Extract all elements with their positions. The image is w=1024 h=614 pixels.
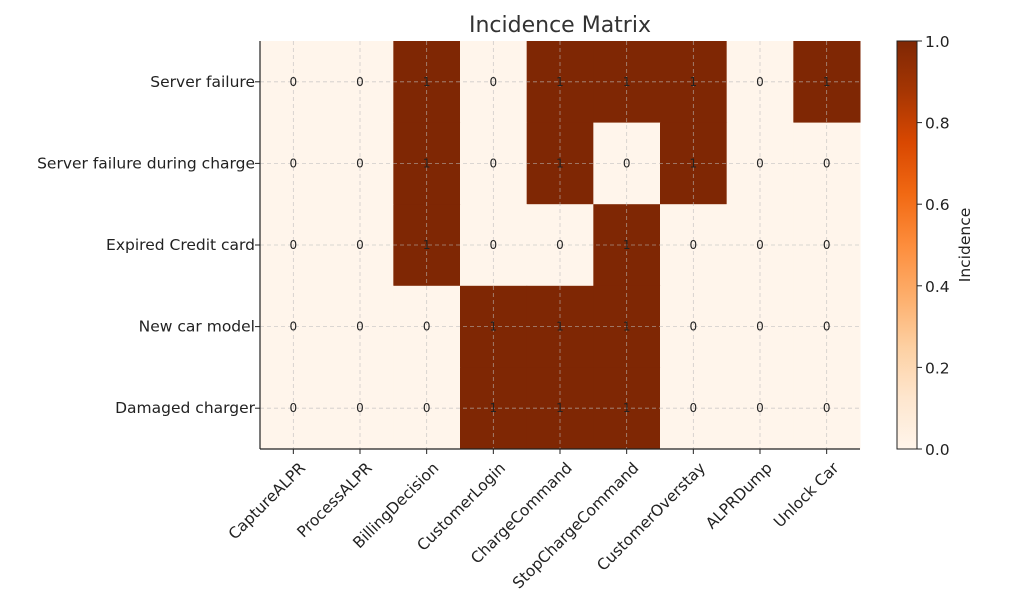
colorbar-gradient xyxy=(896,40,918,450)
colorbar: 0.0 0.2 0.4 0.6 0.8 1.0 Incidence xyxy=(896,33,974,459)
x-tick-label: ALPRDump xyxy=(702,459,776,533)
heatmap-cell xyxy=(260,285,328,368)
cell-value-label: 1 xyxy=(623,238,631,252)
cell-value-label: 0 xyxy=(823,401,831,415)
colorbar-tick-label: 0.2 xyxy=(925,359,950,377)
cell-value-label: 0 xyxy=(290,156,298,170)
colorbar-tick-label: 1.0 xyxy=(925,33,950,51)
cell-value-label: 0 xyxy=(556,238,564,252)
cell-value-labels: 0 0 1 0 1 1 1 0 1 0 0 1 0 1 0 1 0 0 0 0 1 0 0 1 0 0 0 0 0 0 1 1 1 0 0 0 0 0 0 1… xyxy=(290,75,831,415)
cell-value-label: 0 xyxy=(423,401,431,415)
cell-value-label: 1 xyxy=(490,401,498,415)
cell-value-label: 0 xyxy=(756,156,764,170)
colorbar-label: Incidence xyxy=(956,208,974,282)
cell-value-label: 1 xyxy=(623,401,631,415)
cell-value-label: 0 xyxy=(756,401,764,415)
colorbar-tick-label: 0.6 xyxy=(925,196,950,214)
x-tick-label: CustomerOverstay xyxy=(594,459,710,575)
colorbar-tick-label: 0.0 xyxy=(925,441,950,459)
cell-value-label: 1 xyxy=(623,320,631,334)
cell-value-label: 0 xyxy=(756,238,764,252)
y-tick-label: Server failure during charge xyxy=(37,154,255,172)
cell-value-label: 0 xyxy=(756,320,764,334)
cell-value-label: 1 xyxy=(556,401,564,415)
x-tick-label: Unlock Car xyxy=(770,459,843,532)
colorbar-tick-label: 0.4 xyxy=(925,278,950,296)
cell-value-label: 0 xyxy=(823,320,831,334)
cell-value-label: 0 xyxy=(490,156,498,170)
y-tick-label: New car model xyxy=(139,318,255,336)
cell-value-label: 0 xyxy=(823,156,831,170)
cell-value-label: 0 xyxy=(290,238,298,252)
x-tick-labels: CaptureALPRProcessALPRBillingDecisionCus… xyxy=(225,449,843,592)
cell-value-label: 0 xyxy=(356,75,364,89)
y-tick-labels: Server failure Server failure during char… xyxy=(37,73,260,417)
cell-value-label: 0 xyxy=(690,401,698,415)
y-tick-label: Expired Credit card xyxy=(106,236,255,254)
cell-value-label: 1 xyxy=(556,156,564,170)
cell-value-label: 0 xyxy=(356,238,364,252)
cell-value-label: 1 xyxy=(823,75,831,89)
cell-value-label: 0 xyxy=(490,238,498,252)
cell-value-label: 0 xyxy=(490,75,498,89)
cell-value-label: 1 xyxy=(490,320,498,334)
cell-value-label: 1 xyxy=(556,320,564,334)
cell-value-label: 0 xyxy=(690,238,698,252)
cell-value-label: 1 xyxy=(423,75,431,89)
chart-title: Incidence Matrix xyxy=(469,13,651,38)
cell-value-label: 0 xyxy=(423,320,431,334)
cell-value-label: 0 xyxy=(690,320,698,334)
cell-value-label: 1 xyxy=(423,156,431,170)
colorbar-tick-label: 0.8 xyxy=(925,115,950,133)
cell-value-label: 0 xyxy=(290,320,298,334)
cell-value-label: 0 xyxy=(823,238,831,252)
cell-value-label: 1 xyxy=(690,75,698,89)
cell-value-label: 0 xyxy=(290,401,298,415)
cell-value-label: 1 xyxy=(556,75,564,89)
cell-value-label: 1 xyxy=(690,156,698,170)
heatmap-cell xyxy=(260,41,328,124)
grid-lines xyxy=(260,41,860,449)
y-tick-label: Damaged charger xyxy=(115,399,255,417)
x-tick-label: StopChargeCommand xyxy=(509,459,642,592)
cell-value-label: 0 xyxy=(356,320,364,334)
cell-value-label: 0 xyxy=(356,401,364,415)
cell-value-label: 0 xyxy=(290,75,298,89)
cell-value-label: 0 xyxy=(756,75,764,89)
cell-value-label: 1 xyxy=(423,238,431,252)
y-tick-label: Server failure xyxy=(150,73,255,91)
cell-value-label: 0 xyxy=(356,156,364,170)
colorbar-ticks: 0.0 0.2 0.4 0.6 0.8 1.0 xyxy=(917,33,950,459)
cell-value-label: 1 xyxy=(623,75,631,89)
cell-value-label: 0 xyxy=(623,156,631,170)
